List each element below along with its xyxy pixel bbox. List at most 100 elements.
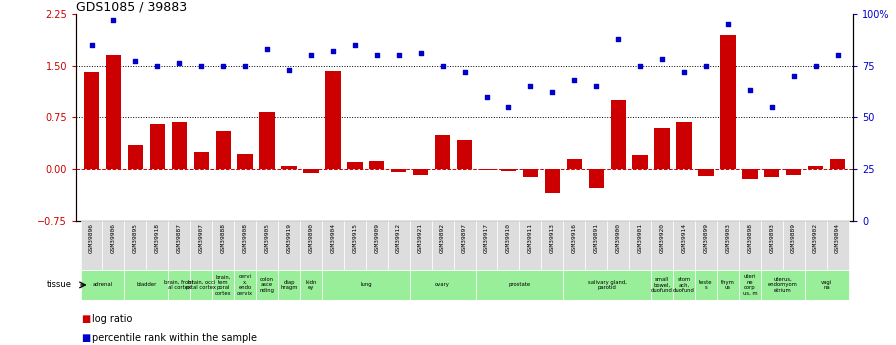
Text: brain, occi
pital cortex: brain, occi pital cortex bbox=[186, 280, 216, 290]
Bar bbox=[651, 221, 673, 270]
Point bbox=[107, 17, 121, 23]
Text: GSM39891: GSM39891 bbox=[594, 223, 599, 253]
Text: GSM39905: GSM39905 bbox=[264, 223, 270, 253]
Bar bbox=[761, 270, 805, 300]
Text: adrenal: adrenal bbox=[92, 283, 113, 287]
Bar bbox=[172, 122, 187, 169]
Bar bbox=[739, 270, 761, 300]
Bar bbox=[300, 270, 322, 300]
Text: teste
s: teste s bbox=[699, 280, 712, 290]
Bar bbox=[476, 270, 564, 300]
Bar bbox=[128, 145, 143, 169]
Text: GSM39908: GSM39908 bbox=[243, 223, 247, 253]
Bar bbox=[190, 221, 212, 270]
Point bbox=[282, 67, 297, 72]
Bar bbox=[432, 221, 453, 270]
Bar bbox=[629, 221, 651, 270]
Bar bbox=[695, 270, 717, 300]
Text: log ratio: log ratio bbox=[92, 314, 133, 324]
Point bbox=[238, 63, 253, 68]
Bar bbox=[102, 221, 125, 270]
Bar bbox=[435, 135, 451, 169]
Bar bbox=[585, 221, 607, 270]
Text: brain, front
al cortex: brain, front al cortex bbox=[165, 280, 194, 290]
Bar bbox=[786, 169, 801, 175]
Bar bbox=[673, 221, 695, 270]
Text: GSM39907: GSM39907 bbox=[199, 223, 203, 253]
Text: cervi
x,
endo
cervix: cervi x, endo cervix bbox=[237, 274, 254, 296]
Point bbox=[676, 69, 691, 75]
Text: ovary: ovary bbox=[435, 283, 450, 287]
Text: GSM39911: GSM39911 bbox=[528, 223, 533, 253]
Point bbox=[172, 61, 186, 66]
Bar bbox=[278, 270, 300, 300]
Bar bbox=[698, 169, 713, 176]
Bar bbox=[81, 270, 125, 300]
Bar bbox=[761, 221, 783, 270]
Bar bbox=[654, 128, 669, 169]
Text: GSM39913: GSM39913 bbox=[550, 223, 555, 253]
Point bbox=[501, 104, 515, 110]
Bar bbox=[413, 169, 428, 175]
Point bbox=[128, 59, 142, 64]
Text: GSM39906: GSM39906 bbox=[111, 223, 116, 253]
Bar bbox=[522, 169, 538, 177]
Bar bbox=[106, 55, 121, 169]
Point bbox=[787, 73, 801, 79]
Bar bbox=[478, 169, 495, 170]
Text: lung: lung bbox=[360, 283, 372, 287]
Point bbox=[743, 88, 757, 93]
Bar bbox=[717, 270, 739, 300]
Bar bbox=[676, 122, 692, 169]
Bar bbox=[545, 169, 560, 193]
Bar bbox=[388, 221, 409, 270]
Point bbox=[764, 104, 779, 110]
Bar bbox=[234, 221, 256, 270]
Bar bbox=[344, 221, 366, 270]
Text: GSM39899: GSM39899 bbox=[703, 223, 709, 253]
Bar bbox=[633, 155, 648, 169]
Text: GSM39892: GSM39892 bbox=[440, 223, 445, 253]
Bar bbox=[256, 270, 278, 300]
Bar bbox=[720, 34, 736, 169]
Bar bbox=[457, 140, 472, 169]
Text: GSM39914: GSM39914 bbox=[682, 223, 686, 253]
Text: GSM39888: GSM39888 bbox=[220, 223, 226, 253]
Text: percentile rank within the sample: percentile rank within the sample bbox=[92, 333, 257, 343]
Point bbox=[260, 46, 274, 52]
Text: ■: ■ bbox=[81, 314, 90, 324]
Point bbox=[545, 90, 559, 95]
Text: GSM39918: GSM39918 bbox=[155, 223, 159, 253]
Text: GSM39898: GSM39898 bbox=[747, 223, 753, 253]
Text: bladder: bladder bbox=[136, 283, 157, 287]
Point bbox=[808, 63, 823, 68]
Text: GSM39893: GSM39893 bbox=[770, 223, 774, 253]
Point bbox=[589, 83, 603, 89]
Bar bbox=[194, 152, 209, 169]
Text: GSM39919: GSM39919 bbox=[287, 223, 291, 253]
Bar bbox=[607, 221, 629, 270]
Bar bbox=[783, 221, 805, 270]
Bar bbox=[566, 159, 582, 169]
Text: GSM39904: GSM39904 bbox=[331, 223, 335, 253]
Bar bbox=[808, 166, 823, 169]
Point bbox=[523, 83, 538, 89]
Bar bbox=[589, 169, 604, 188]
Text: brain,
tem
poral
cortex: brain, tem poral cortex bbox=[215, 274, 231, 296]
Bar bbox=[81, 221, 102, 270]
Bar bbox=[168, 270, 190, 300]
Bar bbox=[739, 221, 761, 270]
Bar bbox=[564, 221, 585, 270]
Bar bbox=[805, 270, 849, 300]
Text: GSM39894: GSM39894 bbox=[835, 223, 840, 253]
Bar bbox=[830, 159, 845, 169]
Text: diap
hragm: diap hragm bbox=[280, 280, 297, 290]
Bar bbox=[717, 221, 739, 270]
Bar bbox=[125, 221, 146, 270]
Bar bbox=[497, 221, 520, 270]
Point bbox=[633, 63, 647, 68]
Bar bbox=[278, 221, 300, 270]
Text: salivary gland,
parotid: salivary gland, parotid bbox=[588, 280, 626, 290]
Bar bbox=[260, 112, 275, 169]
Bar bbox=[369, 161, 384, 169]
